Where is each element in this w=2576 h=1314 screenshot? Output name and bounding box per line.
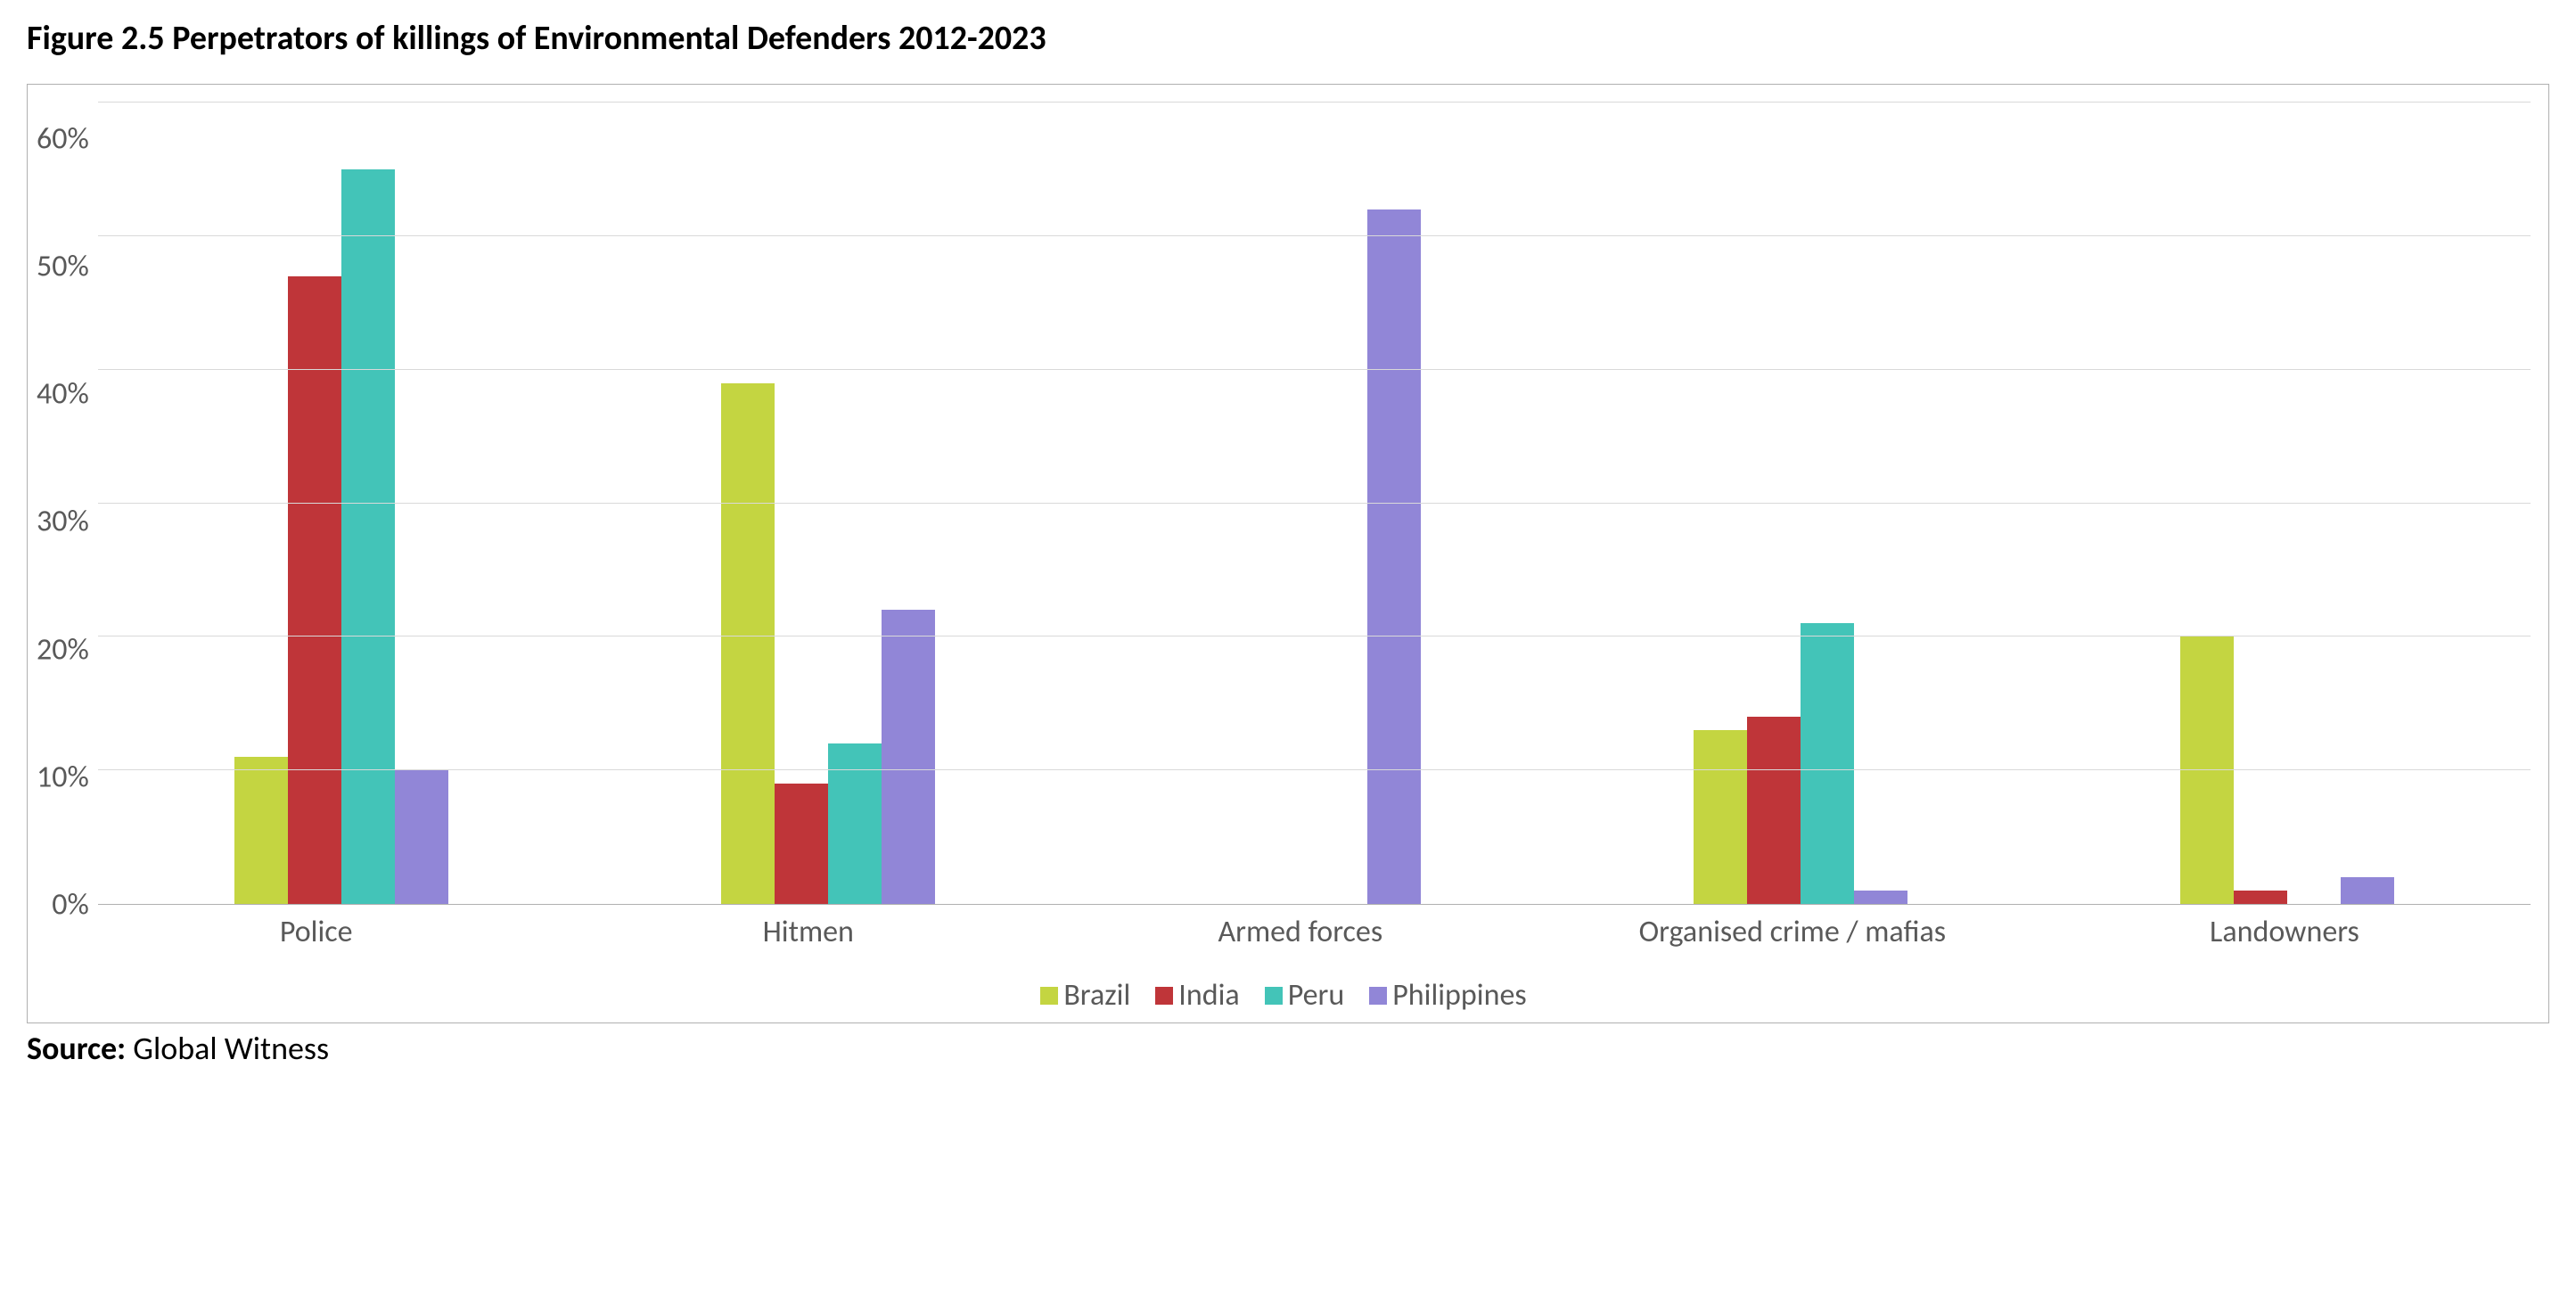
bar (1367, 209, 1421, 904)
bar (2234, 891, 2287, 904)
bar (341, 169, 395, 904)
legend-swatch (1155, 987, 1173, 1005)
legend-label: India (1178, 977, 1239, 1014)
y-tick-label: 10% (37, 759, 89, 795)
legend-item: India (1155, 977, 1239, 1014)
bar-group (1207, 103, 1421, 904)
bar-group (2180, 103, 2394, 904)
y-tick-label: 20% (37, 631, 89, 668)
bar (1854, 891, 1907, 904)
y-tick-label: 0% (37, 886, 89, 923)
bar-group (721, 103, 935, 904)
bar (721, 383, 775, 904)
gridline (98, 102, 2531, 103)
gridline (98, 769, 2531, 770)
gridline (98, 235, 2531, 236)
x-tick-label: Hitmen (562, 914, 1054, 950)
x-tick-label: Organised crime / mafias (1546, 914, 2039, 950)
legend-label: Brazil (1063, 977, 1130, 1014)
figure-title: Figure 2.5 Perpetrators of killings of E… (27, 18, 2549, 59)
bar (775, 784, 828, 904)
legend-item: Brazil (1040, 977, 1130, 1014)
bar (1694, 730, 1747, 904)
legend-swatch (1040, 987, 1058, 1005)
source-label: Source: (27, 1029, 126, 1068)
gridline (98, 369, 2531, 370)
bar (1801, 623, 1854, 904)
legend-label: Peru (1288, 977, 1345, 1014)
legend: Brazil India Peru Philippines (37, 977, 2531, 1014)
x-tick-label: Landowners (2039, 914, 2531, 950)
legend-swatch (1369, 987, 1387, 1005)
x-tick-label: Armed forces (1054, 914, 1546, 950)
gridline (98, 503, 2531, 504)
bar (1747, 717, 1801, 904)
bar (882, 610, 935, 904)
legend-swatch (1265, 987, 1283, 1005)
y-tick-label: 60% (37, 121, 89, 158)
x-axis: PoliceHitmenArmed forcesOrganised crime … (70, 914, 2531, 950)
bar (288, 276, 341, 904)
bar (828, 743, 882, 904)
legend-item: Peru (1265, 977, 1345, 1014)
legend-label: Philippines (1392, 977, 1526, 1014)
y-tick-label: 50% (37, 249, 89, 285)
bar (395, 770, 448, 904)
bar-groups (98, 103, 2531, 904)
chart-container: 60%50%40%30%20%10%0% 00% PoliceHitmenArm… (27, 84, 2549, 1023)
source-value: Global Witness (133, 1029, 329, 1068)
bar (2180, 636, 2234, 904)
bar-group (234, 103, 448, 904)
y-tick-label: 30% (37, 504, 89, 540)
plot-area (98, 103, 2531, 905)
y-tick-label: 40% (37, 376, 89, 413)
legend-item: Philippines (1369, 977, 1526, 1014)
y-axis: 60%50%40%30%20%10%0% (37, 103, 98, 905)
x-tick-label: Police (70, 914, 562, 950)
bar (234, 757, 288, 904)
source-line: Source: Global Witness (27, 1029, 2549, 1068)
bar-group (1694, 103, 1907, 904)
bar (2341, 877, 2394, 904)
